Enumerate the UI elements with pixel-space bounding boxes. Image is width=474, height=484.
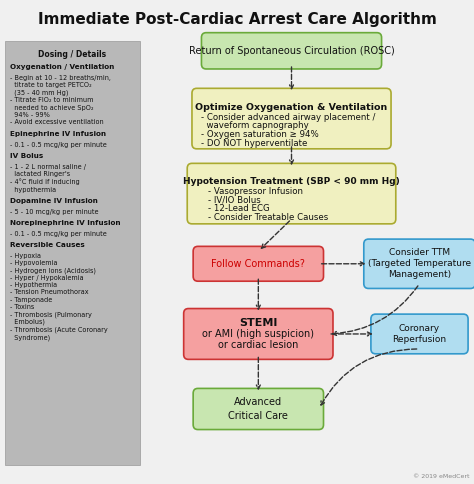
Text: - 0.1 - 0.5 mcg/kg per minute: - 0.1 - 0.5 mcg/kg per minute (10, 231, 107, 237)
Text: Reversible Causes: Reversible Causes (10, 242, 85, 248)
Text: - Consider advanced airway placement /: - Consider advanced airway placement / (201, 113, 376, 121)
Text: Norepinephrine IV Infusion: Norepinephrine IV Infusion (10, 220, 121, 226)
Text: Oxygenation / Ventilation: Oxygenation / Ventilation (10, 64, 115, 70)
FancyBboxPatch shape (371, 314, 468, 354)
Text: Optimize Oxygenation & Ventilation: Optimize Oxygenation & Ventilation (195, 103, 388, 112)
Text: IV Bolus: IV Bolus (10, 153, 44, 159)
Text: - Vasopressor Infusion: - Vasopressor Infusion (197, 187, 303, 196)
Text: - 1 - 2 L normal saline /
  lactated Ringer's
- 4°C fluid if inducing
  hypother: - 1 - 2 L normal saline / lactated Ringe… (10, 164, 86, 193)
FancyBboxPatch shape (201, 33, 382, 69)
Text: Return of Spontaneous Circulation (ROSC): Return of Spontaneous Circulation (ROSC) (189, 46, 394, 56)
FancyBboxPatch shape (184, 309, 333, 359)
Text: Hypotension Treatment (SBP < 90 mm Hg): Hypotension Treatment (SBP < 90 mm Hg) (183, 177, 400, 186)
Text: Consider TTM
(Targeted Temperature
Management): Consider TTM (Targeted Temperature Manag… (368, 248, 471, 279)
FancyBboxPatch shape (364, 239, 474, 288)
FancyBboxPatch shape (193, 388, 324, 430)
Text: STEMI: STEMI (239, 318, 277, 328)
Text: Follow Commands?: Follow Commands? (211, 259, 305, 269)
Text: - Begin at 10 - 12 breaths/min,
  titrate to target PETCO₂
  (35 - 40 mm Hg)
- T: - Begin at 10 - 12 breaths/min, titrate … (10, 75, 111, 125)
Text: - IV/IO Bolus: - IV/IO Bolus (197, 196, 260, 204)
FancyBboxPatch shape (5, 41, 140, 465)
Text: Immediate Post-Cardiac Arrest Care Algorithm: Immediate Post-Cardiac Arrest Care Algor… (37, 12, 437, 27)
Text: Advanced
Critical Care: Advanced Critical Care (228, 397, 288, 421)
Text: Coronary
Reperfusion: Coronary Reperfusion (392, 324, 447, 344)
Text: - Consider Treatable Causes: - Consider Treatable Causes (197, 213, 328, 222)
Text: - 5 - 10 mcg/kg per minute: - 5 - 10 mcg/kg per minute (10, 209, 99, 214)
Text: - 0.1 - 0.5 mcg/kg per minute: - 0.1 - 0.5 mcg/kg per minute (10, 142, 107, 148)
Text: Epinephrine IV Infusion: Epinephrine IV Infusion (10, 132, 107, 137)
FancyBboxPatch shape (192, 88, 391, 149)
Text: - DO NOT hyperventilate: - DO NOT hyperventilate (201, 138, 308, 148)
FancyBboxPatch shape (187, 164, 396, 224)
Text: - 12-Lead ECG: - 12-Lead ECG (197, 204, 269, 213)
Text: Dosing / Details: Dosing / Details (38, 50, 106, 59)
Text: - Oxygen saturation ≥ 94%: - Oxygen saturation ≥ 94% (201, 130, 319, 139)
Text: Dopamine IV Infusion: Dopamine IV Infusion (10, 198, 98, 204)
Text: or AMI (high suspicion): or AMI (high suspicion) (202, 329, 314, 339)
FancyBboxPatch shape (193, 246, 324, 281)
Text: or cardiac lesion: or cardiac lesion (218, 340, 299, 350)
Text: waveform capnography: waveform capnography (201, 121, 309, 130)
Text: - Hypoxia
- Hypovolemia
- Hydrogen Ions (Acidosis)
- Hyper / Hypokalemia
- Hypot: - Hypoxia - Hypovolemia - Hydrogen Ions … (10, 253, 108, 341)
Text: © 2019 eMedCert: © 2019 eMedCert (413, 474, 469, 479)
